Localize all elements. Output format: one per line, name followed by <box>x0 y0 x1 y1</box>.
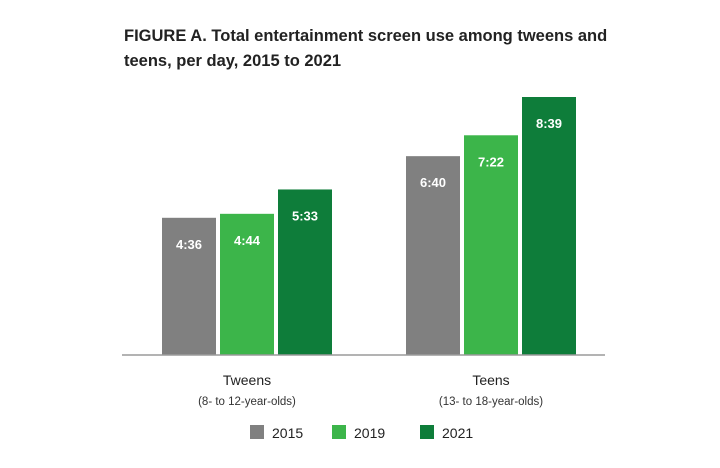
bar-teens-2021 <box>522 97 576 355</box>
bar-tweens-2015 <box>162 217 216 355</box>
category-label-tweens: Tweens <box>223 372 271 388</box>
bar-tweens-2019 <box>220 213 274 355</box>
bar-teens-2015 <box>406 156 460 355</box>
data-label-tweens-2015: 4:36 <box>176 237 202 252</box>
data-label-tweens-2019: 4:44 <box>234 233 261 248</box>
legend-label-2015: 2015 <box>272 425 303 441</box>
category-label-teens: Teens <box>472 372 509 388</box>
data-label-teens-2021: 8:39 <box>536 116 562 131</box>
legend: 2015 2019 2021 <box>250 425 473 441</box>
legend-label-2021: 2021 <box>442 425 473 441</box>
legend-swatch-2015 <box>250 425 264 439</box>
category-subtitle-teens: (13- to 18-year-olds) <box>439 396 543 408</box>
bars-group: 4:36 4:44 5:33 6:40 7:22 8:39 <box>162 97 576 355</box>
bar-teens-2019 <box>464 135 518 355</box>
category-subtitle-tweens: (8- to 12-year-olds) <box>198 396 296 408</box>
legend-label-2019: 2019 <box>354 425 385 441</box>
legend-swatch-2021 <box>420 425 434 439</box>
bar-tweens-2021 <box>278 189 332 355</box>
chart-title: FIGURE A. Total entertainment screen use… <box>124 27 608 70</box>
data-label-teens-2015: 6:40 <box>420 175 446 190</box>
group-labels: Tweens (8- to 12-year-olds) Teens (13- to 1… <box>198 372 543 408</box>
legend-swatch-2019 <box>332 425 346 439</box>
data-label-tweens-2021: 5:33 <box>292 208 318 223</box>
data-label-teens-2019: 7:22 <box>478 154 504 169</box>
